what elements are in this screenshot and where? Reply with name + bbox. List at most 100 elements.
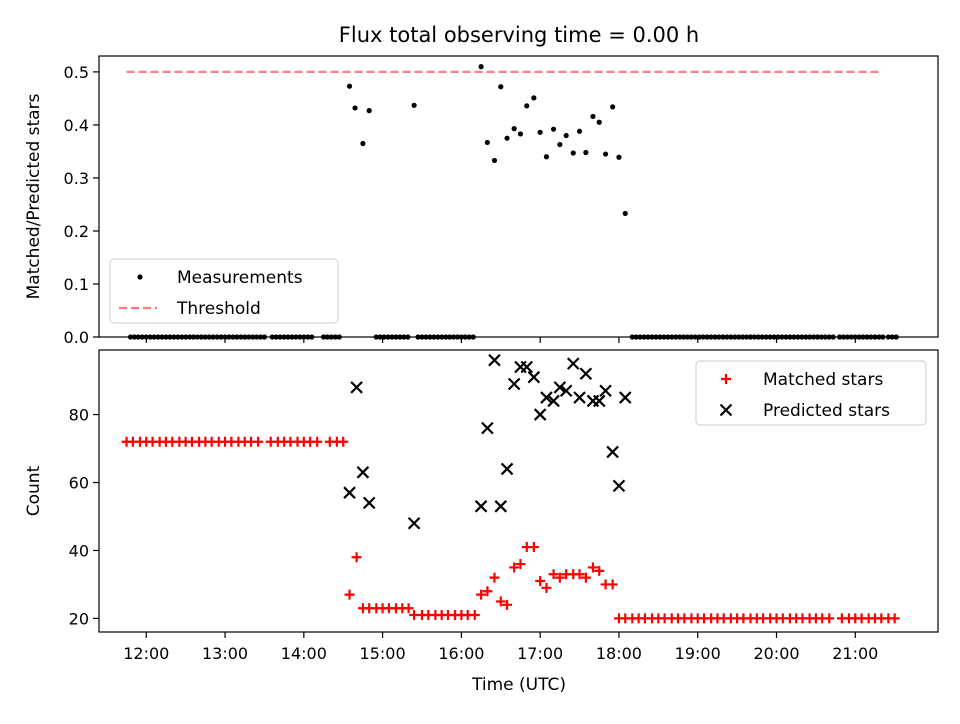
data-point — [491, 157, 498, 164]
x-tick-label: 20:00 — [753, 644, 799, 663]
top-panel: 0.0 0.1 0.2 0.3 0.4 0.5 Matched/Predicted star… — [24, 55, 939, 347]
data-point — [543, 154, 550, 160]
data-point — [592, 394, 606, 408]
data-point — [478, 64, 484, 70]
legend-handle — [719, 403, 733, 417]
series-points — [121, 436, 900, 624]
data-point — [137, 274, 143, 280]
data-point — [366, 108, 372, 114]
legend-label: Measurements — [177, 268, 303, 288]
y-tick-label: 0.4 — [64, 116, 89, 135]
data-point — [616, 154, 622, 160]
data-point — [346, 83, 353, 89]
data-point — [488, 353, 501, 367]
data-point — [566, 357, 580, 370]
data-point — [553, 381, 567, 394]
data-point — [253, 436, 264, 447]
plot-frame — [98, 55, 939, 338]
data-point — [511, 126, 517, 132]
x-tick-label: 15:00 — [360, 644, 406, 663]
y-axis-label: Count — [24, 465, 44, 516]
data-point — [494, 500, 508, 513]
data-point — [474, 500, 488, 513]
data-point — [596, 119, 602, 125]
data-point — [520, 360, 534, 374]
data-point — [498, 84, 504, 90]
data-point — [541, 582, 552, 593]
data-point — [535, 576, 546, 587]
data-point — [504, 135, 510, 141]
data-point — [509, 562, 520, 573]
data-point — [500, 462, 514, 476]
data-point — [476, 589, 487, 600]
y-tick-label: 0.0 — [64, 328, 89, 347]
data-point — [559, 384, 573, 398]
data-point — [824, 613, 835, 624]
series-group — [121, 353, 900, 624]
legend-label: Predicted stars — [763, 401, 890, 421]
data-point — [515, 559, 526, 570]
x-tick-label: 21:00 — [832, 644, 878, 663]
bottom-panel: 20 40 60 80 12:00 13:00 14:00 15:00 16:00 17:00 18… — [24, 349, 939, 663]
x-tick-label: 13:00 — [202, 644, 248, 663]
data-point — [469, 610, 480, 621]
data-point — [579, 367, 593, 381]
legend-label: Threshold — [176, 299, 261, 319]
data-point — [548, 569, 559, 580]
y-tick-label: 0.3 — [64, 169, 89, 188]
data-point — [580, 572, 591, 583]
data-point — [594, 565, 605, 576]
x-axis-label: Time (UTC) — [471, 675, 566, 695]
data-point — [351, 552, 362, 563]
data-point — [587, 562, 598, 573]
data-point — [889, 613, 900, 624]
data-point — [524, 103, 530, 109]
data-point — [495, 596, 506, 607]
data-point — [403, 603, 414, 614]
data-point — [721, 374, 731, 384]
y-tick-label: 60 — [69, 474, 89, 493]
data-point — [531, 95, 537, 101]
y-tick-label: 0.5 — [64, 63, 89, 82]
data-point — [502, 599, 513, 610]
y-tick-label: 20 — [69, 609, 89, 628]
data-point — [610, 104, 616, 110]
data-point — [482, 586, 493, 597]
data-point — [360, 140, 366, 147]
data-point — [618, 391, 632, 404]
data-point — [590, 113, 596, 120]
data-point — [557, 141, 563, 148]
y-tick-label: 80 — [69, 406, 89, 425]
legend-handle — [721, 374, 731, 384]
data-point — [362, 496, 376, 510]
data-point — [527, 370, 541, 384]
data-point — [583, 149, 589, 156]
data-point — [540, 391, 553, 404]
x-tick-label: 14:00 — [281, 644, 327, 663]
legend-box — [109, 258, 339, 324]
data-point — [570, 150, 576, 156]
data-point — [507, 377, 521, 391]
data-point — [547, 394, 560, 408]
y-tick-label: 0.1 — [64, 275, 89, 294]
data-point — [533, 408, 547, 421]
data-point — [356, 466, 370, 479]
x-tick-label: 18:00 — [596, 644, 642, 663]
data-point — [407, 516, 421, 530]
legend: Matched stars Predicted stars — [695, 360, 927, 426]
legend: Measurements Threshold — [109, 258, 339, 324]
legend-handle — [137, 274, 143, 280]
data-point — [528, 542, 539, 553]
data-point — [312, 436, 323, 447]
data-point — [606, 445, 619, 459]
data-point — [489, 572, 500, 583]
y-tick-label: 0.2 — [64, 222, 89, 241]
legend-label: Matched stars — [763, 370, 883, 390]
data-point — [411, 102, 417, 108]
data-point — [607, 579, 618, 590]
data-point — [517, 131, 524, 137]
data-point — [352, 105, 358, 111]
data-point — [576, 128, 583, 134]
